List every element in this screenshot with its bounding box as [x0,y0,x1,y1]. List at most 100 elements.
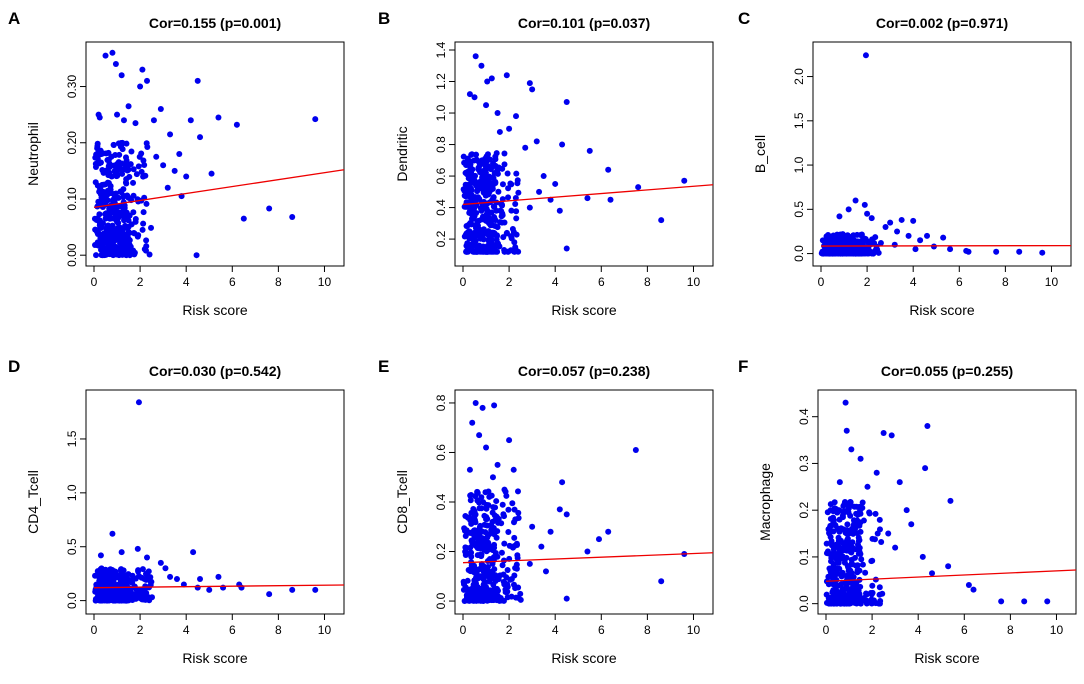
data-point [844,521,851,528]
data-point [488,75,495,82]
panel-letter: E [378,357,389,376]
data-point [924,423,931,430]
data-point [480,562,487,569]
y-tick-label: 0.2 [434,230,448,247]
regression-line [462,184,714,206]
data-point [892,544,899,551]
data-point [495,519,502,526]
data-point [891,241,898,248]
data-point [197,576,204,583]
data-point [467,207,474,214]
data-point [888,432,895,439]
data-point [595,536,602,543]
data-point [143,200,150,207]
data-point [148,578,155,585]
data-point [143,140,150,147]
data-point [876,584,883,591]
data-point [469,419,476,426]
data-point [133,171,140,178]
data-point [526,560,533,567]
data-point [869,557,876,564]
data-point [137,83,144,90]
data-point [898,216,905,223]
data-point [855,550,862,557]
x-tick-label: 2 [864,275,871,289]
data-point [835,538,842,545]
regression-line [462,552,714,564]
data-point [853,510,860,517]
data-point [125,592,132,599]
data-point [563,245,570,252]
data-point [843,547,850,554]
y-tick-label: 0.20 [65,131,79,155]
data-point [102,52,109,59]
data-point [129,572,136,579]
data-point [97,552,104,559]
panel-title: Cor=0.155 (p=0.001) [149,15,281,31]
data-point [475,228,482,235]
data-point [111,580,118,587]
data-point [266,591,273,598]
data-point [839,553,846,560]
data-point [479,174,486,181]
data-point [95,149,102,156]
data-point [497,207,504,214]
data-point [108,162,115,169]
data-point [885,530,892,537]
data-point [844,599,851,606]
data-point [110,142,117,149]
data-point [101,569,108,576]
data-points [460,53,688,255]
data-point [529,86,536,93]
data-point [847,235,854,242]
data-point [125,217,132,224]
data-point [462,169,469,176]
data-point [467,590,474,597]
x-axis-label: Risk score [182,650,248,666]
data-point [162,565,169,572]
data-point [851,242,858,249]
data-point [491,402,498,409]
data-point [836,507,843,514]
data-point [468,191,475,198]
data-point [120,194,127,201]
x-tick-label: 8 [644,623,651,637]
data-point [494,110,501,117]
data-point [607,196,614,203]
data-point [492,222,499,229]
y-tick-label: 0.2 [797,502,811,519]
y-tick-label: 0.00 [65,243,79,267]
y-tick-label: 0.8 [434,136,448,153]
data-point [862,52,869,59]
data-point [194,584,201,591]
data-point [143,576,150,583]
data-point [478,505,485,512]
data-point [128,577,135,584]
data-point [496,128,503,135]
data-point [947,246,954,253]
data-point [853,586,860,593]
y-axis-label: CD8_Tcell [394,470,410,534]
data-point [468,246,475,253]
data-point [878,538,885,545]
data-points [460,399,688,605]
data-point [125,194,132,201]
data-point [473,195,480,202]
data-point [505,528,512,535]
data-point [103,167,110,174]
data-point [500,597,507,604]
data-point [505,185,512,192]
data-point [563,99,570,105]
data-point [103,581,110,588]
data-point [826,529,833,536]
data-point [474,188,481,195]
data-point [146,597,153,604]
data-point [462,552,469,559]
data-point [823,237,830,244]
data-point [851,520,858,527]
data-point [843,508,850,515]
data-point [101,239,108,246]
data-point [190,549,197,556]
data-point [847,543,854,550]
data-point [463,527,470,534]
